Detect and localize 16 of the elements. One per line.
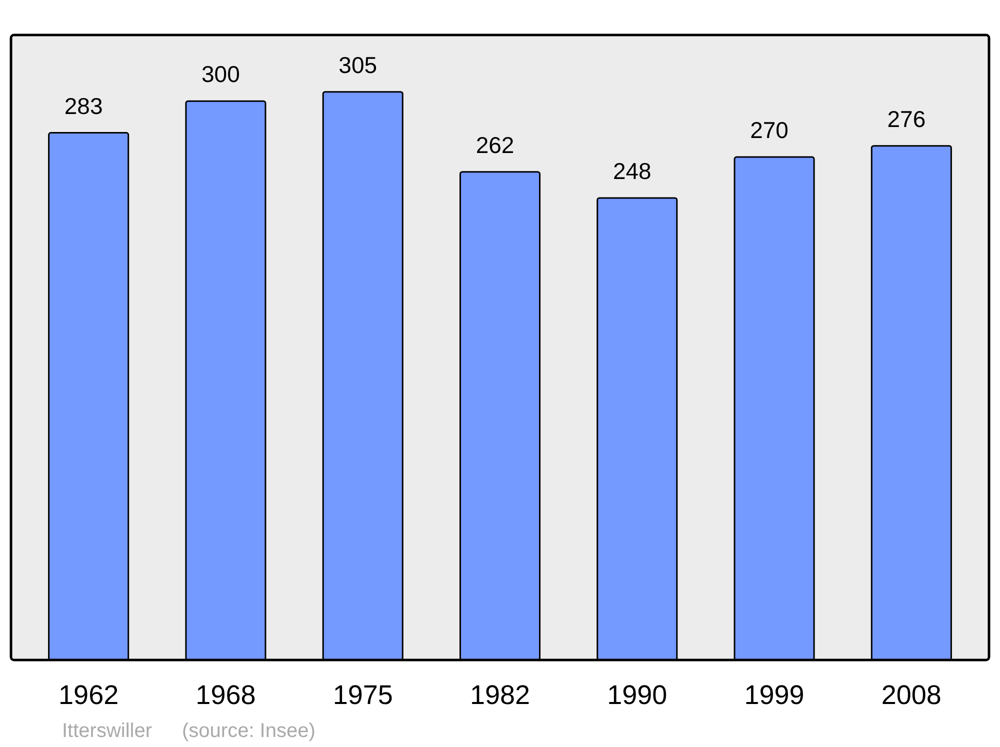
data-label: 305 [338,52,378,78]
x-tick-label: 1990 [607,680,668,710]
x-tick-label: 1962 [58,680,119,710]
data-label: 283 [64,92,103,119]
data-label: 276 [887,106,926,132]
x-tick-label: 2008 [881,680,942,710]
x-tick-label: 1999 [744,680,804,710]
x-tick-label: 1968 [196,680,256,710]
data-label: 270 [750,117,788,144]
data-label: 262 [476,132,514,158]
data-label: 300 [202,61,240,88]
x-tick-label: 1982 [470,680,530,710]
data-label: 248 [612,158,652,184]
x-tick-label: 1975 [332,680,393,710]
text: (source: Insee) [182,720,316,742]
text: Itterswiller [62,720,152,742]
